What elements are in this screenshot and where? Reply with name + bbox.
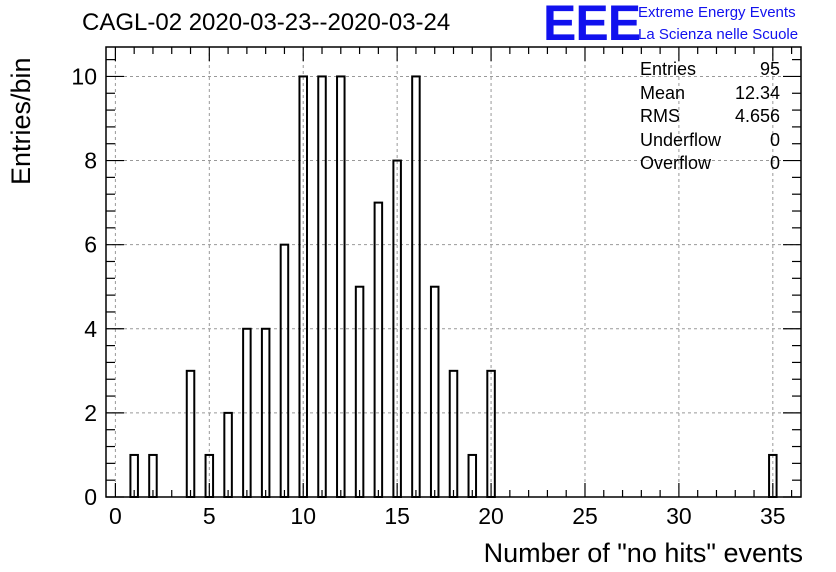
stats-row-overflow: Overflow 0 xyxy=(640,152,780,176)
stats-label: Mean xyxy=(640,82,686,103)
eee-logo: EEE Extreme Energy Events La Scienza nel… xyxy=(543,0,833,50)
stats-row-entries: Entries 95 xyxy=(640,58,780,82)
histogram-bar xyxy=(336,75,346,499)
y-tick-label: 4 xyxy=(84,316,97,342)
histogram-bar xyxy=(373,201,384,498)
logo-line-2: La Scienza nelle Scuole xyxy=(638,26,799,43)
histogram-bar xyxy=(317,75,327,499)
histogram-bar xyxy=(448,369,459,499)
stats-box: Entries 95 Mean 12.34 RMS 4.656 Underflow 0 … xyxy=(640,58,780,176)
chart-title: CAGL-02 2020-03-23--2020-03-24 xyxy=(82,9,451,36)
x-tick-label: 0 xyxy=(109,503,122,529)
y-axis-label: Entries/bin xyxy=(6,57,36,185)
stats-value: 0 xyxy=(769,129,780,150)
stats-label: Entries xyxy=(640,59,697,79)
stats-value: 0 xyxy=(769,153,780,173)
histogram-bar xyxy=(279,243,290,498)
stats-row-rms: RMS 4.656 xyxy=(640,105,780,129)
stats-value: 95 xyxy=(759,59,780,79)
y-tick-label: 2 xyxy=(84,400,97,426)
eee-logo-mark: EEE xyxy=(543,0,641,51)
logo-line-1: Extreme Energy Events xyxy=(638,4,796,21)
x-tick-label: 30 xyxy=(666,503,692,529)
y-tick-label: 10 xyxy=(71,63,97,89)
y-tick-label: 6 xyxy=(84,232,97,258)
histogram-bar xyxy=(185,369,196,499)
y-tick-label: 8 xyxy=(84,148,97,174)
x-axis-label: Number of "no hits" events xyxy=(483,538,803,568)
histogram-bar xyxy=(223,411,233,498)
y-tick-label: 0 xyxy=(84,484,97,510)
stats-row-mean: Mean 12.34 xyxy=(640,82,780,106)
x-tick-label: 5 xyxy=(203,503,216,529)
x-tick-label: 35 xyxy=(760,503,786,529)
stats-value: 4.656 xyxy=(734,106,780,126)
histogram-bar xyxy=(354,285,365,499)
histogram-bar xyxy=(429,285,440,499)
stats-value: 12.34 xyxy=(734,82,780,103)
stats-label: RMS xyxy=(640,106,680,126)
x-tick-label: 25 xyxy=(572,503,598,529)
stats-label: Overflow xyxy=(640,153,712,173)
x-tick-label: 20 xyxy=(478,503,504,529)
stats-label: Underflow xyxy=(640,129,722,150)
stats-row-underflow: Underflow 0 xyxy=(640,129,780,153)
x-tick-label: 10 xyxy=(290,503,316,529)
x-tick-label: 15 xyxy=(384,503,410,529)
histogram-bar xyxy=(411,75,421,499)
